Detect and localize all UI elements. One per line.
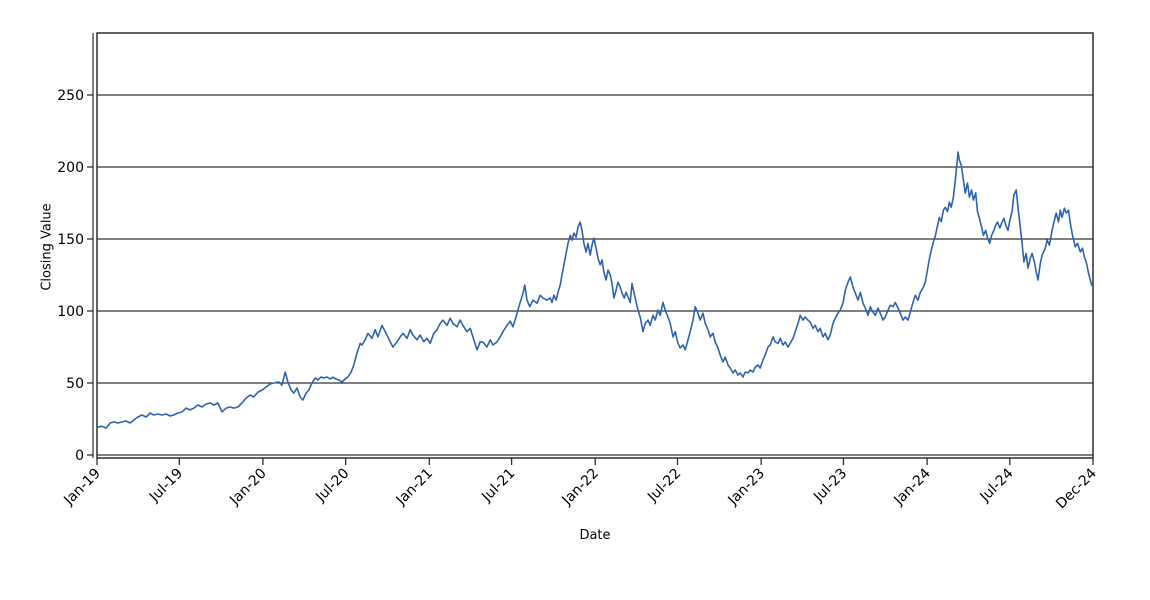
x-tick-label: Jul-24 [976, 465, 1016, 505]
x-tick-label: Jan-22 [559, 466, 602, 509]
y-tick-label: 100 [57, 304, 84, 320]
x-tick-label: Jul-22 [644, 466, 684, 506]
y-tick-label: 50 [66, 376, 84, 392]
x-tick-label: Jul-20 [312, 466, 352, 506]
x-tick-label: Jan-24 [890, 465, 934, 509]
x-tick-label: Jan-21 [393, 466, 436, 509]
x-tick-label: Jul-19 [146, 466, 186, 506]
x-tick-label: Dec-24 [1053, 465, 1100, 512]
x-tick-label: Jan-20 [226, 466, 269, 509]
y-tick-label: 200 [57, 160, 84, 176]
series-line-closing-value [97, 151, 1093, 429]
y-tick-label: 250 [57, 88, 84, 104]
y-tick-label: 150 [57, 232, 84, 248]
x-tick-label: Jan-23 [725, 466, 768, 509]
y-axis-label: Closing Value [39, 203, 55, 291]
y-tick-label: 0 [75, 448, 84, 464]
x-tick-label: Jan-19 [60, 466, 103, 509]
x-tick-label: Jul-21 [478, 466, 518, 506]
x-tick-label: Jul-23 [810, 466, 850, 506]
x-axis-label: Date [579, 528, 611, 543]
